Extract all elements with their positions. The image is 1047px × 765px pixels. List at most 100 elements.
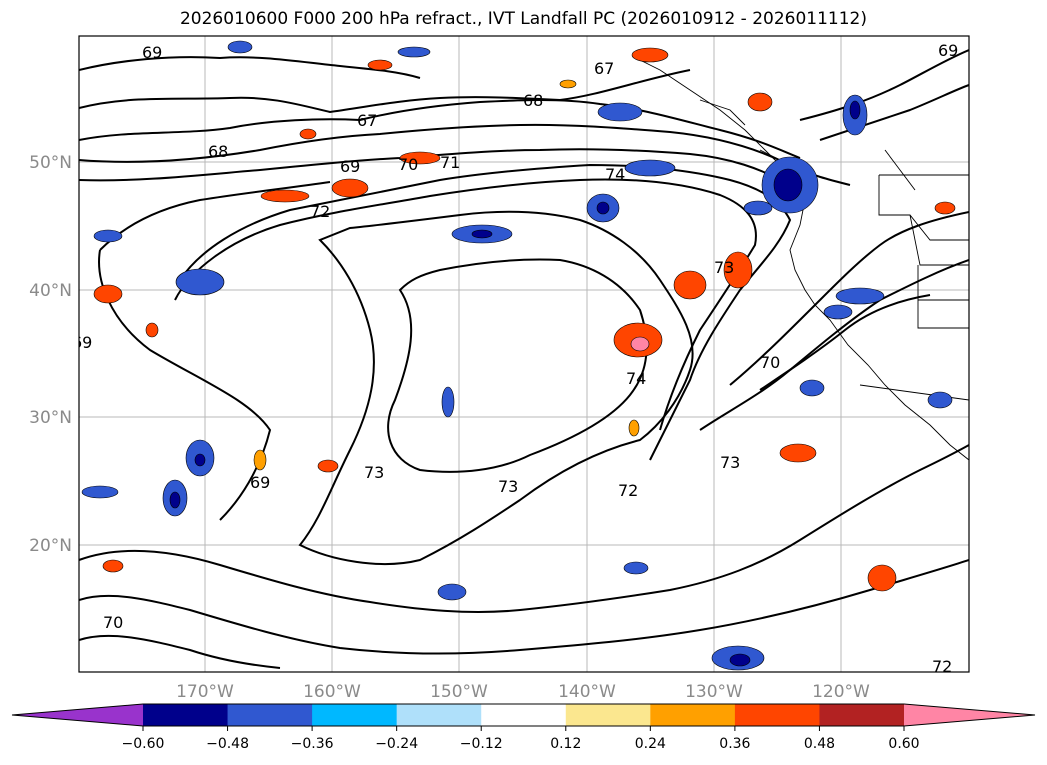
positive-patch bbox=[399, 151, 441, 165]
lat-label: 40°N bbox=[29, 281, 72, 301]
lon-label: 140°W bbox=[558, 682, 616, 702]
negative-patch bbox=[471, 229, 493, 239]
contour-line bbox=[79, 559, 969, 655]
negative-patch bbox=[624, 159, 676, 177]
positive-patch bbox=[631, 47, 669, 63]
negative-patch bbox=[597, 102, 643, 122]
colorbar-tick-label: −0.36 bbox=[291, 736, 334, 752]
contour-label: 70 bbox=[760, 353, 780, 372]
lon-label: 120°W bbox=[812, 682, 870, 702]
colorbar-segment bbox=[227, 704, 313, 726]
negative-patch bbox=[397, 46, 431, 58]
positive-patch bbox=[260, 189, 310, 203]
positive-patch bbox=[102, 559, 124, 573]
negative-patch bbox=[773, 168, 803, 202]
negative-patch bbox=[927, 391, 953, 409]
colorbar-tick-label: −0.24 bbox=[375, 736, 418, 752]
contour-line bbox=[699, 259, 969, 431]
lat-label: 20°N bbox=[29, 536, 72, 556]
negative-patch bbox=[227, 40, 253, 54]
contour-line bbox=[387, 258, 648, 473]
lon-label: 160°W bbox=[303, 682, 361, 702]
contour-label: 72 bbox=[618, 481, 638, 500]
colorbar-tick-label: 0.24 bbox=[635, 736, 666, 752]
positive-patch bbox=[723, 251, 753, 289]
colorbar-segment bbox=[650, 704, 736, 726]
lon-label: 130°W bbox=[685, 682, 743, 702]
contour-line bbox=[79, 69, 691, 114]
contour-label: 73 bbox=[720, 453, 740, 472]
lon-label: 170°W bbox=[176, 682, 234, 702]
negative-patch bbox=[175, 268, 225, 296]
colorbar-segment bbox=[481, 704, 567, 726]
colorbar-tick-label: 0.48 bbox=[804, 736, 835, 752]
plot-frame bbox=[78, 35, 970, 673]
positive-patch bbox=[145, 322, 159, 338]
colorbar-tick-label: −0.12 bbox=[460, 736, 503, 752]
positive-patch bbox=[867, 564, 897, 592]
positive-patch bbox=[299, 128, 317, 140]
negative-patch bbox=[169, 491, 181, 509]
contour-label: 69 bbox=[340, 157, 360, 176]
plot-area bbox=[79, 36, 969, 672]
contour-label: 67 bbox=[357, 111, 377, 130]
contour-label: 68 bbox=[208, 142, 228, 161]
lat-label: 50°N bbox=[29, 153, 72, 173]
contour-label: 67 bbox=[594, 59, 614, 78]
lon-label: 150°W bbox=[430, 682, 488, 702]
contour-label: 69 bbox=[72, 333, 92, 352]
negative-patch bbox=[835, 287, 885, 305]
contour-label: 69 bbox=[142, 43, 162, 62]
contour-label: 70 bbox=[103, 613, 123, 632]
map-title: 2026010600 F000 200 hPa refract., IVT La… bbox=[179, 9, 867, 29]
colorbar-tick-label: 0.60 bbox=[888, 736, 919, 752]
contour-line bbox=[79, 99, 801, 159]
positive-patch bbox=[934, 201, 956, 215]
contour-label: 69 bbox=[938, 41, 958, 60]
positive-patch bbox=[317, 459, 339, 473]
colorbar: −0.60 −0.48 −0.36 −0.24 −0.12 0.12 0.24 0.36 0.4… bbox=[11, 703, 1036, 752]
positive-patch bbox=[331, 178, 369, 198]
contour-line bbox=[819, 84, 969, 141]
colorbar-segment bbox=[396, 704, 482, 726]
colorbar-segment bbox=[734, 704, 820, 726]
ivt-anomaly-shading bbox=[81, 40, 956, 671]
contour-label: 69 bbox=[250, 473, 270, 492]
colorbar-tick-label: −0.48 bbox=[206, 736, 249, 752]
contour-line bbox=[79, 56, 421, 79]
negative-patch bbox=[799, 379, 825, 397]
contour-line bbox=[79, 634, 281, 669]
lat-label: 30°N bbox=[29, 408, 72, 428]
contour-label: 72 bbox=[310, 202, 330, 221]
negative-patch bbox=[194, 453, 206, 467]
negative-patch bbox=[441, 386, 455, 418]
contour-label: 73 bbox=[498, 477, 518, 496]
positive-patch bbox=[673, 270, 707, 300]
graticule bbox=[79, 36, 969, 672]
negative-patch bbox=[623, 561, 649, 575]
negative-patch bbox=[823, 304, 853, 320]
positive-patch bbox=[93, 284, 123, 304]
positive-patch bbox=[559, 79, 577, 89]
contour-line bbox=[79, 123, 851, 186]
colorbar-segment bbox=[143, 704, 229, 726]
positive-patch bbox=[779, 443, 817, 463]
positive-patch bbox=[630, 336, 650, 352]
colorbar-segment bbox=[565, 704, 651, 726]
colorbar-tick-label: 0.12 bbox=[550, 736, 581, 752]
refractivity-contours bbox=[79, 49, 969, 669]
contour-line bbox=[179, 163, 792, 461]
colorbar-segment bbox=[312, 704, 398, 726]
contour-line bbox=[79, 148, 791, 186]
contour-line bbox=[799, 49, 969, 121]
contour-line bbox=[729, 211, 969, 386]
negative-patch bbox=[437, 583, 467, 601]
contour-label: 73 bbox=[714, 258, 734, 277]
contour-line bbox=[298, 210, 694, 565]
negative-patch bbox=[93, 229, 123, 243]
colorbar-tick-label: −0.60 bbox=[122, 736, 165, 752]
colorbar-segment bbox=[819, 704, 905, 726]
negative-patch bbox=[81, 485, 119, 499]
colorbar-extend-min bbox=[12, 704, 143, 726]
